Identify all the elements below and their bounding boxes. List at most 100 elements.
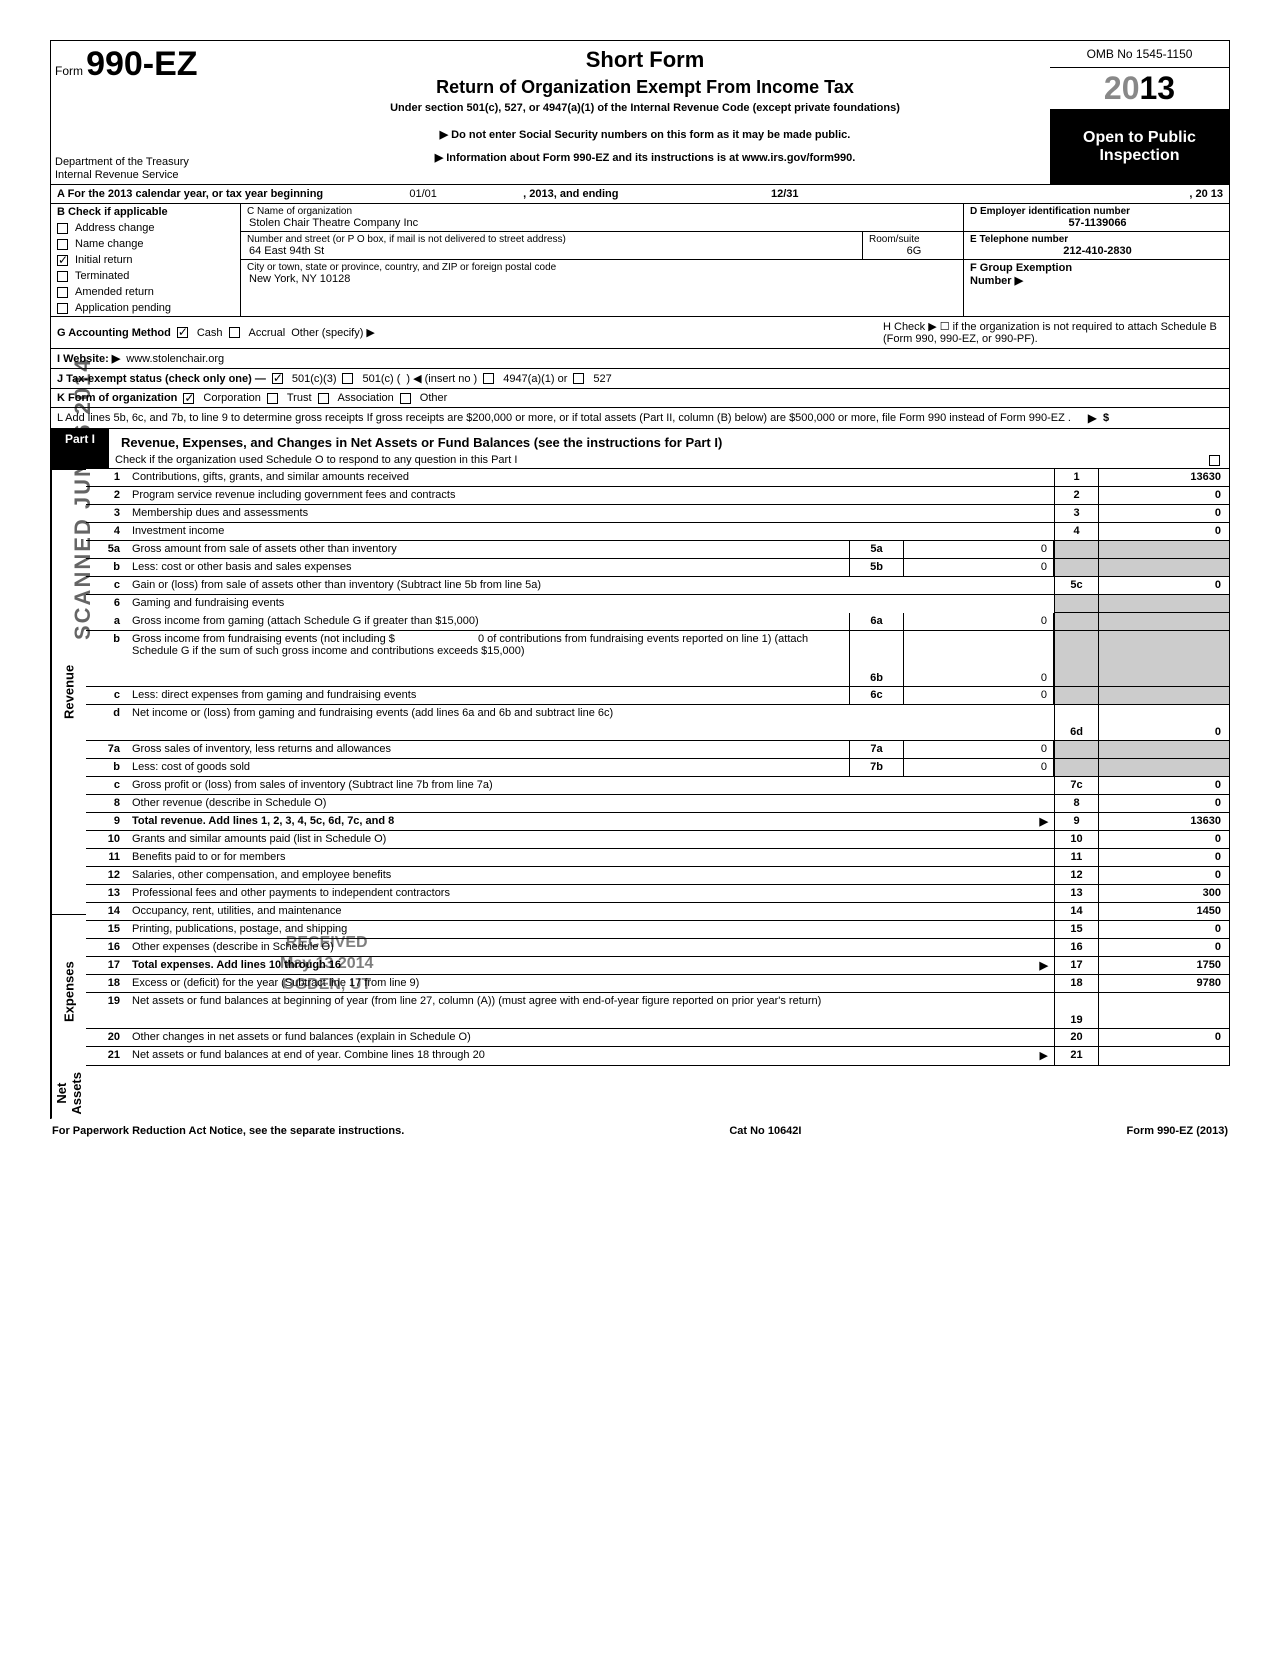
d-ein: D Employer identification number 57-1139… xyxy=(964,204,1229,232)
l-dollar: $ xyxy=(1103,412,1223,424)
check-accrual[interactable] xyxy=(229,327,240,338)
h-label: H Check ▶ ☐ if the organization is not r… xyxy=(883,320,1223,345)
check-pending[interactable]: Application pending xyxy=(51,300,240,316)
line-19: 19 Net assets or fund balances at beginn… xyxy=(86,993,1229,1029)
check-terminated[interactable]: Terminated xyxy=(51,268,240,284)
i-row: I Website: ▶ www.stolenchair.org xyxy=(50,349,1230,369)
line-7a: 7a Gross sales of inventory, less return… xyxy=(86,741,1229,759)
expenses-label: Expenses xyxy=(51,914,86,1068)
open-inspection: Open to Public Inspection xyxy=(1050,110,1229,184)
e-phone: E Telephone number 212-410-2830 xyxy=(964,232,1229,260)
line-5a: 5a Gross amount from sale of assets othe… xyxy=(86,541,1229,559)
line-21: 21 Net assets or fund balances at end of… xyxy=(86,1047,1229,1065)
right-box: OMB No 1545-1150 2013 Open to Public Ins… xyxy=(1050,40,1230,185)
line-14: 14 Occupancy, rent, utilities, and maint… xyxy=(86,903,1229,921)
line-1: 1 Contributions, gifts, grants, and simi… xyxy=(86,469,1229,487)
year-suffix: 13 xyxy=(1140,70,1176,106)
g-label: G Accounting Method xyxy=(57,327,171,339)
line-5c: c Gain or (loss) from sale of assets oth… xyxy=(86,577,1229,595)
line-a-year: , 20 13 xyxy=(799,188,1224,200)
check-501c[interactable] xyxy=(342,373,353,384)
line-6: 6 Gaming and fundraising events xyxy=(86,595,1229,613)
form-id-box: Form 990-EZ Department of the Treasury I… xyxy=(50,40,240,185)
line-11: 11 Benefits paid to or for members 11 0 xyxy=(86,849,1229,867)
footer-mid: Cat No 10642I xyxy=(729,1125,801,1137)
part1-header: Part I Revenue, Expenses, and Changes in… xyxy=(50,429,1230,469)
dept-label: Department of the Treasury Internal Reve… xyxy=(55,156,232,182)
c-name: C Name of organization Stolen Chair Thea… xyxy=(241,204,963,232)
netassets-label: Net Assets xyxy=(51,1068,86,1119)
check-cash[interactable] xyxy=(177,327,188,338)
line-a-end: 12/31 xyxy=(619,188,799,200)
section-b: B Check if applicable Address change Nam… xyxy=(51,204,241,316)
k-row: K Form of organization Corporation Trust… xyxy=(50,389,1230,408)
form-990ez: Form 990-EZ Department of the Treasury I… xyxy=(50,40,1230,1143)
line-6a: a Gross income from gaming (attach Sched… xyxy=(86,613,1229,631)
line-18: 18 Excess or (deficit) for the year (Sub… xyxy=(86,975,1229,993)
line-20: 20 Other changes in net assets or fund b… xyxy=(86,1029,1229,1047)
part1-check-label: Check if the organization used Schedule … xyxy=(115,454,517,466)
j-row: J Tax-exempt status (check only one) — 5… xyxy=(50,369,1230,389)
line-15: 15 Printing, publications, postage, and … xyxy=(86,921,1229,939)
short-form-title: Short Form xyxy=(248,47,1042,73)
main-table: Revenue Expenses Net Assets 1 Contributi… xyxy=(50,469,1230,1119)
line-4: 4 Investment income 4 0 xyxy=(86,523,1229,541)
line-2: 2 Program service revenue including gove… xyxy=(86,487,1229,505)
line-12: 12 Salaries, other compensation, and emp… xyxy=(86,867,1229,885)
check-address[interactable]: Address change xyxy=(51,220,240,236)
check-assoc[interactable] xyxy=(318,393,329,404)
check-amended[interactable]: Amended return xyxy=(51,284,240,300)
check-other[interactable] xyxy=(400,393,411,404)
city-row: City or town, state or province, country… xyxy=(241,260,963,287)
b-label: B Check if applicable xyxy=(51,204,240,220)
omb-number: OMB No 1545-1150 xyxy=(1050,41,1229,68)
mid-col: C Name of organization Stolen Chair Thea… xyxy=(241,204,964,316)
check-corp[interactable] xyxy=(183,393,194,404)
line-9: 9 Total revenue. Add lines 1, 2, 3, 4, 5… xyxy=(86,813,1229,831)
line-13: 13 Professional fees and other payments … xyxy=(86,885,1229,903)
check-527[interactable] xyxy=(573,373,584,384)
line-10: 10 Grants and similar amounts paid (list… xyxy=(86,831,1229,849)
footer-left: For Paperwork Reduction Act Notice, see … xyxy=(52,1125,404,1137)
part1-title: Revenue, Expenses, and Changes in Net As… xyxy=(115,431,1223,454)
line-a-label: A For the 2013 calendar year, or tax yea… xyxy=(57,188,323,200)
scanned-stamp: SCANNED JUN 16 2014 xyxy=(70,357,96,640)
l-row: L Add lines 5b, 6c, and 7b, to line 9 to… xyxy=(50,408,1230,429)
check-name[interactable]: Name change xyxy=(51,236,240,252)
line-17: 17 Total expenses. Add lines 10 through … xyxy=(86,957,1229,975)
part1-checkbox[interactable] xyxy=(1209,455,1220,466)
line-3: 3 Membership dues and assessments 3 0 xyxy=(86,505,1229,523)
notice1: ▶ Do not enter Social Security numbers o… xyxy=(248,128,1042,141)
line-a: A For the 2013 calendar year, or tax yea… xyxy=(50,185,1230,204)
footer-right: Form 990-EZ (2013) xyxy=(1127,1125,1228,1137)
check-initial[interactable]: Initial return xyxy=(51,252,240,268)
title-box: Short Form Return of Organization Exempt… xyxy=(240,40,1050,185)
form-number: 990-EZ xyxy=(86,45,198,83)
line-8: 8 Other revenue (describe in Schedule O)… xyxy=(86,795,1229,813)
check-trust[interactable] xyxy=(267,393,278,404)
line-6d: d Net income or (loss) from gaming and f… xyxy=(86,705,1229,741)
check-4947[interactable] xyxy=(483,373,494,384)
line-6c: c Less: direct expenses from gaming and … xyxy=(86,687,1229,705)
check-501c3[interactable] xyxy=(272,373,283,384)
form-header: Form 990-EZ Department of the Treasury I… xyxy=(50,40,1230,185)
tax-year: 2013 xyxy=(1050,68,1229,110)
i-website: www.stolenchair.org xyxy=(126,353,224,365)
g-h-row: G Accounting Method Cash Accrual Other (… xyxy=(50,317,1230,349)
right-col: D Employer identification number 57-1139… xyxy=(964,204,1229,316)
line-7b: b Less: cost of goods sold 7b 0 xyxy=(86,759,1229,777)
f-group: F Group Exemption Number ▶ xyxy=(964,260,1229,289)
header-grid: B Check if applicable Address change Nam… xyxy=(50,204,1230,317)
line-a-begin: 01/01 xyxy=(323,188,523,200)
notice2: ▶ Information about Form 990-EZ and its … xyxy=(248,151,1042,164)
line-6b: b Gross income from fundraising events (… xyxy=(86,631,1229,687)
addr-row: Number and street (or P O box, if mail i… xyxy=(241,232,963,260)
main-title: Return of Organization Exempt From Incom… xyxy=(248,77,1042,98)
line-5b: b Less: cost or other basis and sales ex… xyxy=(86,559,1229,577)
line-a-mid: , 2013, and ending xyxy=(523,188,618,200)
form-prefix: Form xyxy=(55,64,83,78)
l-label: L Add lines 5b, 6c, and 7b, to line 9 to… xyxy=(57,412,1082,424)
received-stamp: RECEIVED May 13 2014 OGDEN, UT xyxy=(280,933,373,995)
line-16: 16 Other expenses (describe in Schedule … xyxy=(86,939,1229,957)
subtitle: Under section 501(c), 527, or 4947(a)(1)… xyxy=(248,102,1042,114)
